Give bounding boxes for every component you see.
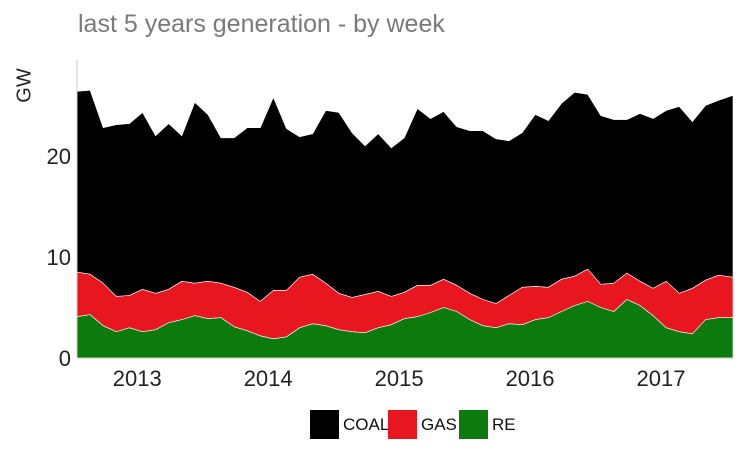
legend-swatch-coal: [310, 410, 339, 439]
x-tick-label: 2014: [244, 366, 293, 391]
axes-layer: 0 10 20 2013 2014 2015 2016 2017: [47, 60, 733, 391]
x-tick-label: 2015: [375, 366, 424, 391]
legend-item-gas: GAS: [388, 410, 457, 439]
chart-title: last 5 years generation - by week: [78, 10, 445, 38]
x-tick-label: 2013: [113, 366, 162, 391]
legend-swatch-gas: [388, 410, 417, 439]
y-tick-label: 20: [47, 144, 71, 169]
x-tick-label: 2016: [506, 366, 555, 391]
legend-item-re: RE: [459, 410, 516, 439]
y-tick-label: 10: [47, 245, 71, 270]
area-layer: [76, 89, 734, 359]
legend-label-coal: COAL: [343, 414, 390, 434]
legend-label-re: RE: [492, 414, 516, 434]
legend-label-gas: GAS: [421, 414, 457, 434]
y-tick-label: 0: [59, 346, 71, 371]
x-tick-label: 2017: [637, 366, 686, 391]
legend: COAL GAS RE: [0, 410, 754, 440]
legend-item-coal: COAL: [310, 410, 389, 439]
stacked-area-chart: 0 10 20 2013 2014 2015 2016 2017: [47, 60, 734, 391]
legend-swatch-re: [459, 410, 488, 439]
area-coal: [76, 89, 734, 304]
